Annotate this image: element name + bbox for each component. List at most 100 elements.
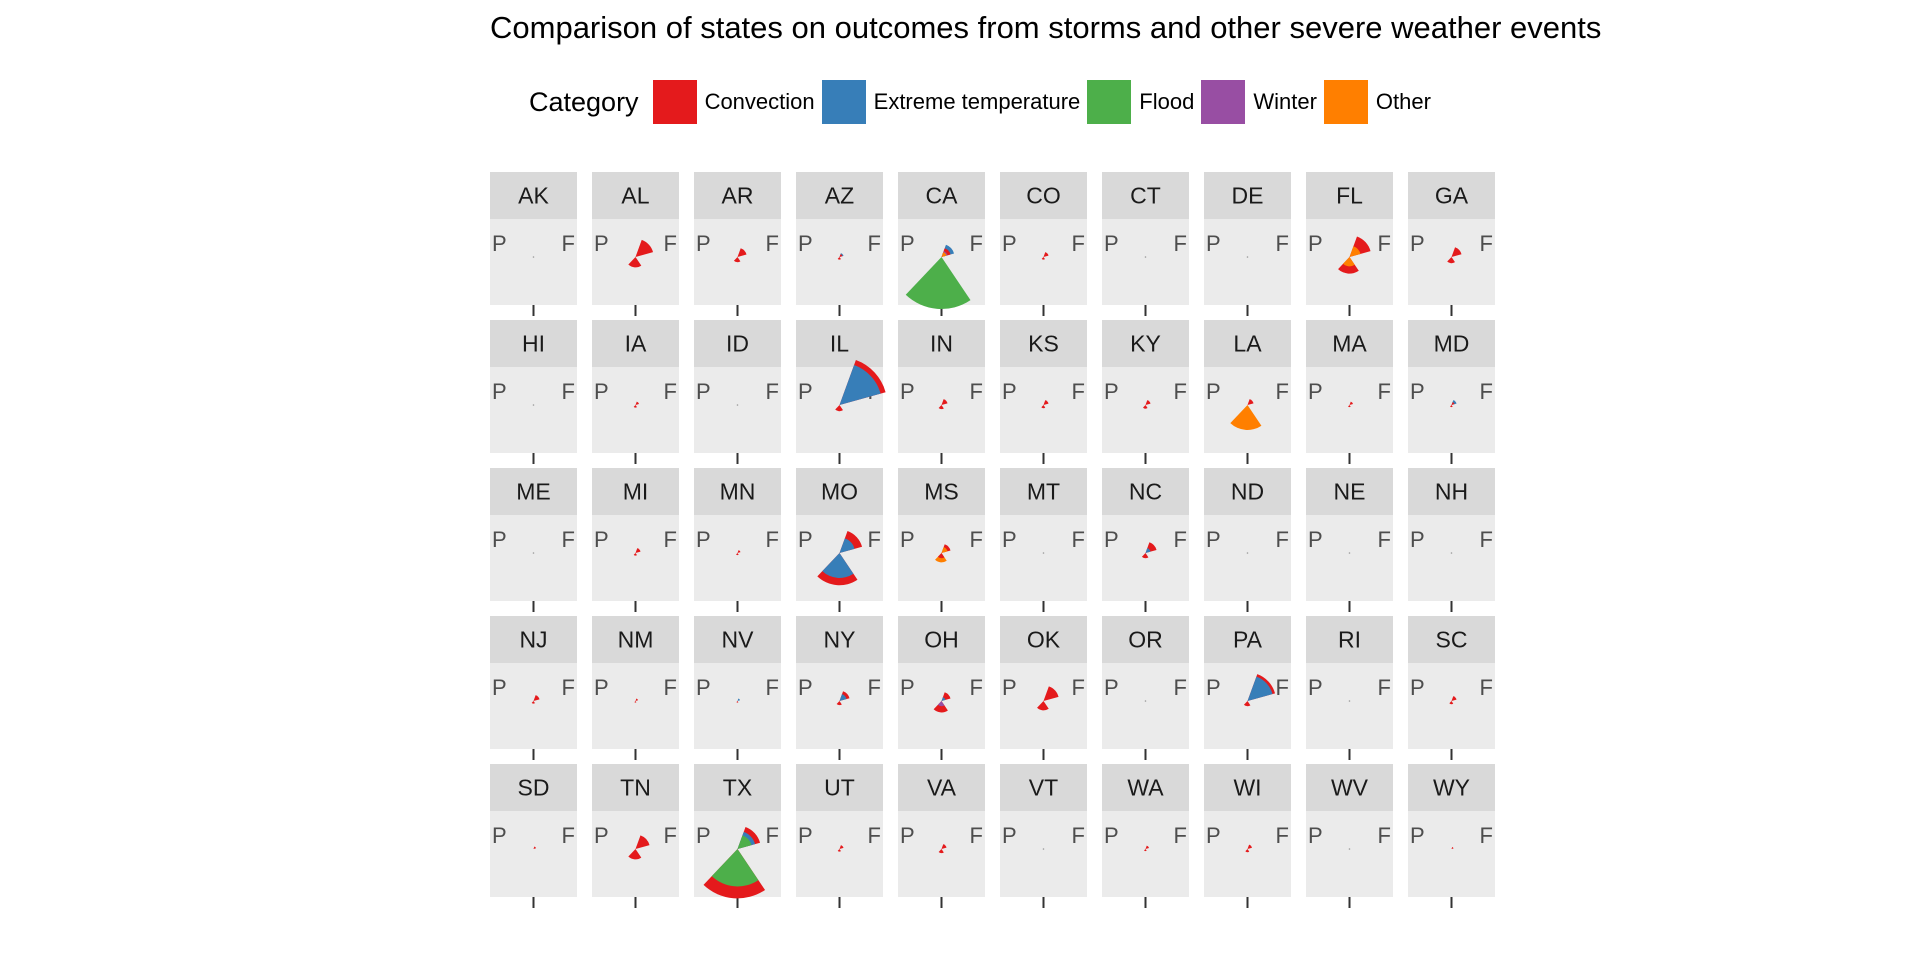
facet-oh: OH P F [898, 616, 985, 760]
facet-label-ri: RI [1338, 627, 1361, 653]
axis-label-f: F [868, 231, 881, 256]
facet-strip-ct [1102, 172, 1189, 219]
facet-strip-ia [592, 320, 679, 367]
wedge-sc-p-convection [1449, 701, 1454, 705]
axis-label-f: F [1480, 675, 1493, 700]
facet-fl: FL P F [1306, 172, 1393, 316]
legend-label-convection: Convection [704, 89, 815, 114]
facet-strip-nh [1408, 468, 1495, 515]
facet-label-mn: MN [720, 479, 756, 505]
axis-label-p: P [1002, 675, 1017, 700]
wedge-nv-p-convection [736, 701, 739, 703]
facet-label-mi: MI [623, 479, 649, 505]
facet-mt: MT P F [1000, 468, 1087, 612]
axis-label-p: P [1104, 823, 1119, 848]
axis-label-f: F [562, 379, 575, 404]
axis-label-f: F [970, 231, 983, 256]
wedge-nc-p-convection [1141, 553, 1149, 559]
facet-strip-mi [592, 468, 679, 515]
facet-label-ga: GA [1435, 183, 1469, 209]
wedge-nv-f-extreme-temperature [737, 698, 741, 701]
facet-md: MD P F [1408, 320, 1495, 464]
facet-label-id: ID [726, 331, 749, 357]
facet-panel-ut [796, 811, 883, 897]
wedge-nm-f-convection [635, 698, 639, 701]
axis-label-p: P [696, 231, 711, 256]
empty-center-dot [1042, 552, 1045, 554]
axis-label-p: P [1002, 527, 1017, 552]
wedge-tn-f-convection [635, 835, 650, 849]
axis-label-p: P [594, 823, 609, 848]
wedge-ny-f-extreme-temperature [839, 694, 847, 701]
facet-strip-de [1204, 172, 1291, 219]
facet-strip-la [1204, 320, 1291, 367]
axis-label-p: P [1206, 231, 1221, 256]
facet-label-ok: OK [1027, 627, 1061, 653]
wedge-ia-p-convection [633, 405, 637, 408]
empty-center-dot [1348, 700, 1351, 702]
facet-label-ak: AK [518, 183, 549, 209]
facet-panel-ia [592, 367, 679, 453]
axis-label-f: F [766, 823, 779, 848]
facet-label-md: MD [1434, 331, 1470, 357]
facet-strip-hi [490, 320, 577, 367]
wedge-ga-f-convection [1451, 247, 1462, 257]
facet-ut: UT P F [796, 764, 883, 908]
wedge-mn-f-convection [737, 550, 741, 553]
legend-label-winter: Winter [1253, 89, 1317, 114]
facet-label-tx: TX [723, 775, 752, 801]
axis-label-p: P [696, 379, 711, 404]
facet-panel-md [1408, 367, 1495, 453]
facet-mi: MI P F [592, 468, 679, 612]
empty-center-dot [532, 404, 535, 406]
wedge-in-p-convection [938, 405, 944, 410]
axis-label-f: F [562, 231, 575, 256]
axis-label-f: F [562, 527, 575, 552]
facet-strip-al [592, 172, 679, 219]
facet-strip-ny [796, 616, 883, 663]
facet-label-mt: MT [1027, 479, 1060, 505]
facet-panel-mt [1000, 515, 1087, 601]
facet-strip-ma [1306, 320, 1393, 367]
facet-panel-nj [490, 663, 577, 749]
wedge-ky-p-convection [1143, 405, 1148, 409]
facet-label-wy: WY [1433, 775, 1470, 801]
facet-label-nh: NH [1435, 479, 1468, 505]
axis-label-p: P [1308, 675, 1323, 700]
facet-label-co: CO [1026, 183, 1061, 209]
facet-strip-md [1408, 320, 1495, 367]
axis-label-p: P [1308, 231, 1323, 256]
facet-il: ILPF [796, 320, 886, 464]
facet-strip-co [1000, 172, 1087, 219]
facet-strip-nm [592, 616, 679, 663]
facet-ms: MS P F [898, 468, 985, 612]
axis-label-f: F [1378, 379, 1391, 404]
wedge-mo-f-extreme-temperature [839, 538, 855, 553]
axis-label-f: F [970, 823, 983, 848]
wedge-oh-p-convection [933, 701, 948, 713]
legend-label-flood: Flood [1139, 89, 1195, 114]
wedge-co-p-convection [1041, 257, 1045, 260]
axis-label-p: P [1410, 379, 1425, 404]
facet-label-vt: VT [1029, 775, 1058, 801]
empty-center-dot [1450, 552, 1453, 554]
facet-label-hi: HI [522, 331, 545, 357]
facet-panel-hi [490, 367, 577, 453]
axis-label-p: P [594, 675, 609, 700]
axis-label-f: F [1174, 527, 1187, 552]
facet-label-fl: FL [1336, 183, 1363, 209]
wedge-ar-f-convection [737, 248, 747, 257]
wedge-ms-p-convection [937, 553, 945, 559]
empty-center-dot [1042, 848, 1045, 850]
axis-label-f: F [1174, 379, 1187, 404]
axis-label-f: F [766, 675, 779, 700]
legend-title: Category [529, 86, 639, 117]
legend-item-convection: Convection [652, 80, 815, 124]
axis-label-f: F [664, 823, 677, 848]
axis-label-p: P [900, 527, 915, 552]
axis-label-f: F [664, 675, 677, 700]
axis-label-p: P [1410, 823, 1425, 848]
wedge-al-f-convection [635, 239, 654, 257]
axis-label-p: P [492, 527, 507, 552]
